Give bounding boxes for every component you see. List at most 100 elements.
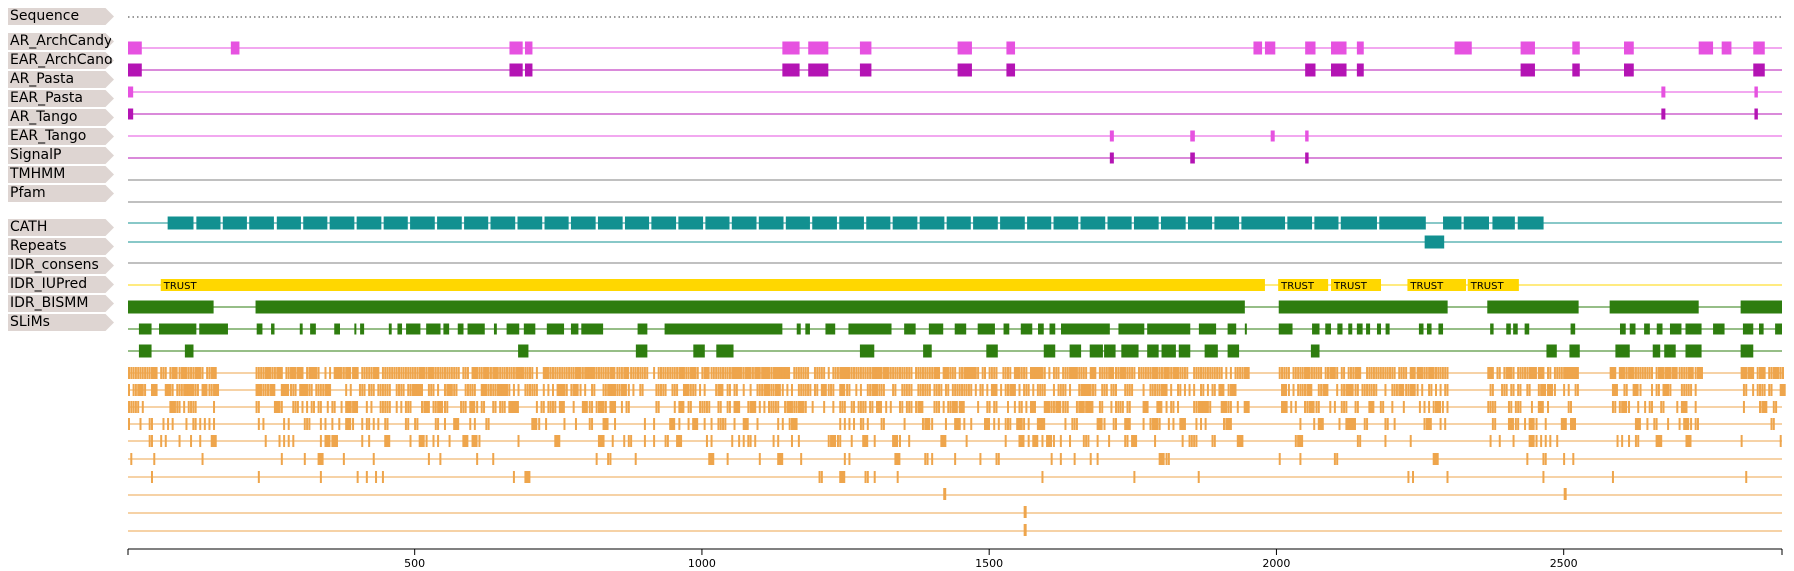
slim-motif xyxy=(1027,384,1030,396)
track-label-idr-consens[interactable]: IDR_consens xyxy=(8,257,114,274)
slim-motif xyxy=(1025,384,1028,396)
slim-motif xyxy=(733,418,736,430)
slim-motif xyxy=(671,384,674,396)
slim-motif xyxy=(473,367,476,379)
slim-motif xyxy=(338,418,341,430)
slim-motif xyxy=(565,367,568,379)
idr-iupred-region xyxy=(443,323,450,335)
slim-motif xyxy=(384,435,391,447)
slim-motif xyxy=(1220,384,1223,396)
slim-motif xyxy=(591,401,594,413)
track-label-ar-pasta[interactable]: AR_Pasta xyxy=(8,71,114,88)
track-label-ear-tango[interactable]: EAR_Tango xyxy=(8,128,114,145)
slim-motif xyxy=(464,384,467,396)
track-label-ar-tango[interactable]: AR_Tango xyxy=(8,109,114,126)
idr-consens-region xyxy=(128,300,214,314)
pfam-domain xyxy=(946,216,971,230)
slim-motif xyxy=(910,367,913,379)
track-label-cath[interactable]: CATH xyxy=(8,219,114,236)
ar-pasta-region xyxy=(128,86,134,98)
slim-motif xyxy=(1149,367,1152,379)
slim-motif xyxy=(331,418,334,430)
slim-motif xyxy=(908,384,911,396)
track-label-idr-bismm[interactable]: IDR_BISMM xyxy=(8,295,114,312)
slim-motif xyxy=(196,384,199,396)
track-label-idr-iupred[interactable]: IDR_IUPred xyxy=(8,276,114,293)
slim-motif xyxy=(993,401,996,413)
slim-motif xyxy=(294,401,297,413)
slim-motif xyxy=(1285,401,1288,413)
slim-motif xyxy=(319,435,322,447)
slim-motif xyxy=(340,401,343,413)
slim-motif xyxy=(1149,418,1152,430)
pfam-domain xyxy=(517,216,543,230)
slim-motif xyxy=(462,401,465,413)
slim-motif xyxy=(627,384,630,396)
track-label-sequence[interactable]: Sequence xyxy=(8,8,114,25)
slim-motif xyxy=(722,367,725,379)
slim-motif xyxy=(1004,418,1007,430)
slim-motif xyxy=(213,435,216,447)
slim-motif xyxy=(1308,401,1315,413)
slim-motif xyxy=(866,367,869,379)
slim-motif xyxy=(1154,435,1157,447)
slim-motif xyxy=(278,401,281,413)
slim-motif xyxy=(722,418,725,430)
slim-motif xyxy=(324,418,327,430)
slim-motif xyxy=(701,401,704,413)
slim-motif xyxy=(1225,401,1228,413)
slim-motif xyxy=(432,401,435,413)
slim-motif xyxy=(712,367,715,379)
track-label-slims[interactable]: SLiMs xyxy=(8,314,114,331)
slim-motif xyxy=(1639,384,1642,396)
slim-motif xyxy=(896,367,899,379)
slim-motif xyxy=(708,401,711,413)
slim-motif xyxy=(1354,401,1357,413)
track-label-ar-archcandy[interactable]: AR_ArchCandy xyxy=(8,33,114,50)
slim-motif xyxy=(563,367,566,379)
slim-motif xyxy=(407,384,410,396)
slim-motif xyxy=(1227,401,1230,413)
slim-motif xyxy=(462,435,469,447)
pfam-domain xyxy=(410,216,435,230)
slim-motif xyxy=(1542,367,1545,379)
slim-motif xyxy=(331,435,338,447)
track-label-tmhmm[interactable]: TMHMM xyxy=(8,166,114,183)
slim-motif xyxy=(1669,384,1672,396)
slim-motif xyxy=(738,367,741,379)
slim-motif xyxy=(653,367,656,379)
slim-motif xyxy=(425,435,428,447)
slim-motif xyxy=(287,367,290,379)
slim-motif xyxy=(1041,471,1044,483)
slim-motif xyxy=(164,367,167,379)
slim-motif xyxy=(372,418,375,430)
slim-motif xyxy=(673,384,676,396)
track-label-repeats[interactable]: Repeats xyxy=(8,238,114,255)
slim-motif xyxy=(1089,384,1092,396)
slim-motif xyxy=(446,367,449,379)
slim-motif xyxy=(1570,367,1573,379)
slim-motif xyxy=(432,367,435,379)
slim-motif xyxy=(148,418,151,430)
track-label-pfam[interactable]: Pfam xyxy=(8,185,114,202)
pfam-domain xyxy=(1160,216,1186,230)
slim-motif xyxy=(717,367,720,379)
slim-motif xyxy=(724,418,727,430)
slim-motif xyxy=(772,401,775,413)
track-label-ear-pasta[interactable]: EAR_Pasta xyxy=(8,90,114,107)
slim-motif xyxy=(988,367,991,379)
slim-motif xyxy=(646,367,649,379)
idr-iupred-region xyxy=(1227,323,1237,335)
slim-motif xyxy=(926,367,929,379)
track-label-ear-archcandy[interactable]: EAR_ArchCandy xyxy=(8,52,122,69)
slim-motif xyxy=(1540,435,1543,447)
slim-motif xyxy=(1628,401,1631,413)
slim-motif xyxy=(818,367,821,379)
slim-motif xyxy=(150,384,157,396)
slim-motif xyxy=(848,384,851,396)
slim-motif xyxy=(855,384,858,396)
slim-motif xyxy=(974,367,977,379)
x-axis-tick-label: 500 xyxy=(404,557,425,570)
track-label-signalp[interactable]: SignalP xyxy=(8,147,114,164)
slim-motif xyxy=(506,384,509,396)
